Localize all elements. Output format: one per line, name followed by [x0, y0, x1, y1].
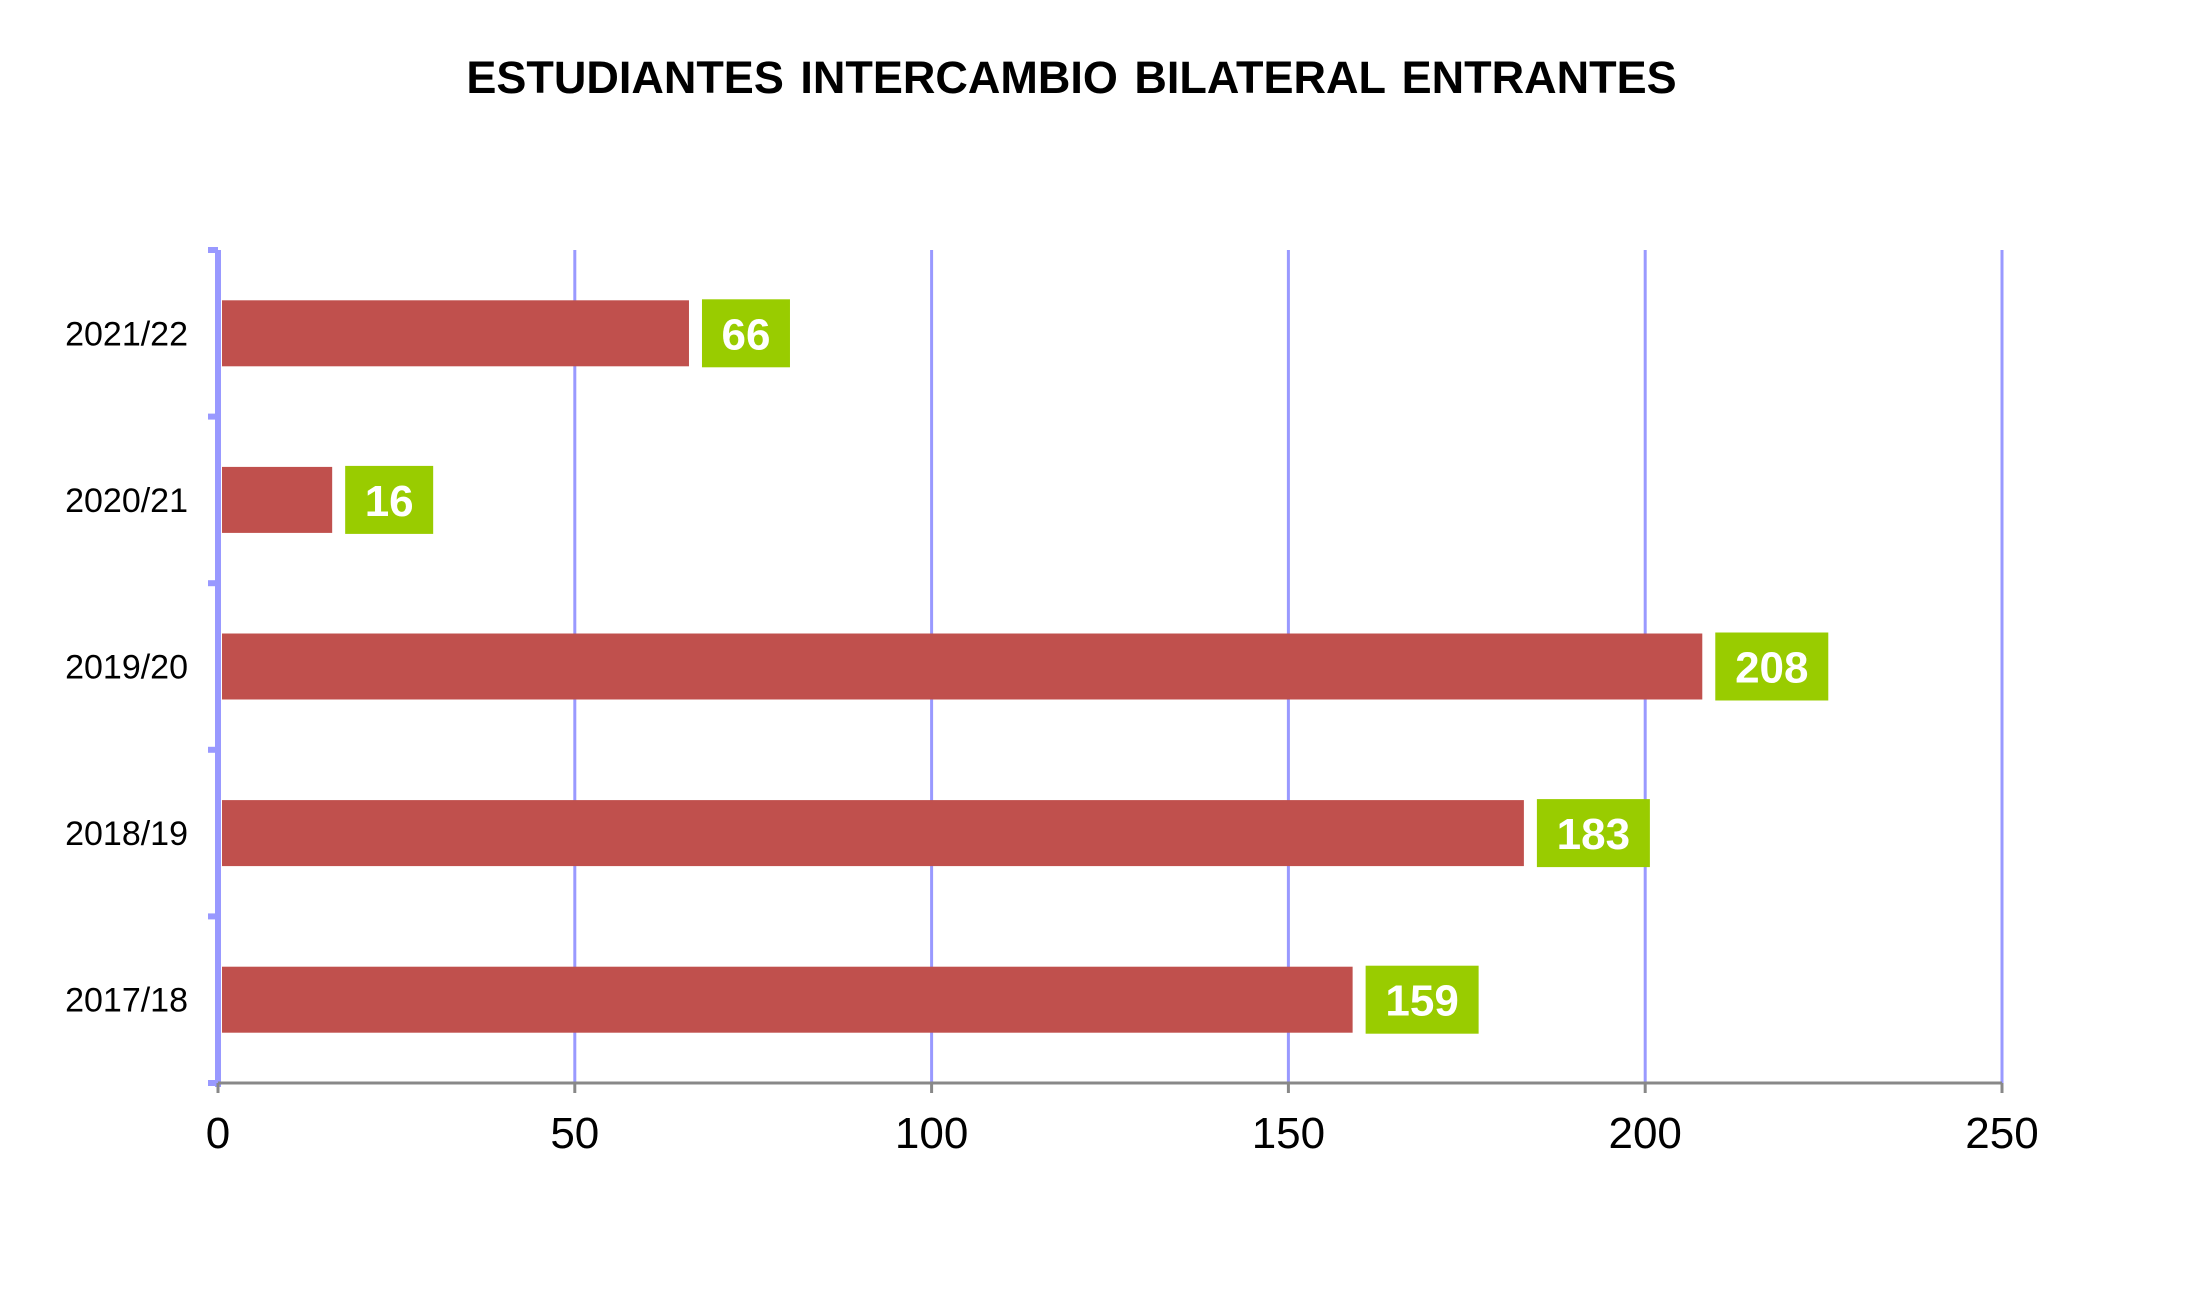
data-label-box — [1365, 965, 1479, 1034]
y-tick-label: 2018/19 — [65, 815, 188, 853]
x-tick-label: 150 — [1252, 1109, 1325, 1158]
x-tick-label: 200 — [1608, 1109, 1681, 1158]
bars — [222, 300, 1703, 1033]
chart-title: ESTUDIANTES INTERCAMBIO BILATERAL ENTRAN… — [466, 52, 1677, 103]
bar — [222, 300, 689, 367]
y-tick-label: 2019/20 — [65, 649, 188, 687]
data-labels: 66 16 208 183 159 — [345, 299, 1829, 1034]
data-label: 183 — [1557, 810, 1630, 859]
bar — [222, 800, 1524, 867]
axes — [208, 247, 2004, 1093]
data-label-box — [701, 299, 790, 368]
bar — [222, 466, 333, 533]
x-tick-label: 50 — [550, 1109, 599, 1158]
data-label-box — [1536, 799, 1650, 868]
bar — [222, 966, 1353, 1033]
data-label-box — [1715, 632, 1829, 701]
bar — [222, 633, 1703, 700]
data-label-box — [345, 465, 434, 534]
x-tick-label: 100 — [895, 1109, 968, 1158]
data-label: 208 — [1735, 644, 1808, 693]
tick-labels: 0 50 100 150 200 250 2021/22 2020/21 2019/20 2018… — [65, 315, 2039, 1158]
x-tick-label: 0 — [206, 1109, 230, 1158]
y-tick-label: 2020/21 — [65, 482, 188, 520]
y-tick-label: 2021/22 — [65, 315, 188, 353]
x-tick-label: 250 — [1965, 1109, 2038, 1158]
data-label: 16 — [365, 477, 414, 526]
y-tick-label: 2017/18 — [65, 982, 188, 1020]
data-label: 66 — [721, 310, 770, 359]
data-label: 159 — [1385, 977, 1458, 1026]
